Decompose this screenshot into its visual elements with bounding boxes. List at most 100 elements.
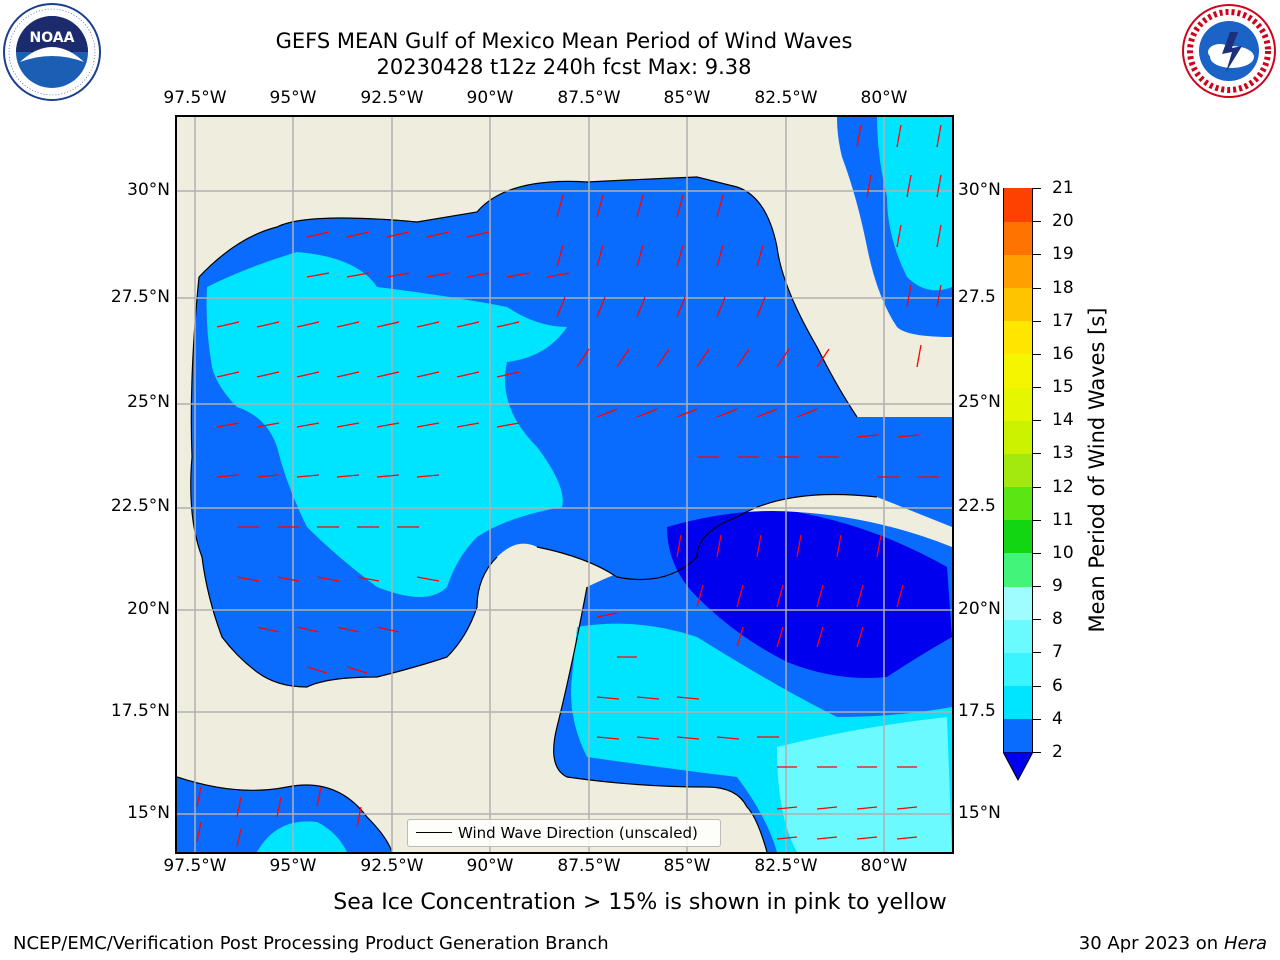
colorbar-segment bbox=[1004, 652, 1032, 687]
wave-6-8-caribbean bbox=[777, 717, 952, 852]
lon-label-top: 97.5°W bbox=[163, 88, 227, 108]
lon-label-top: 82.5°W bbox=[754, 88, 818, 108]
footer-date: 30 Apr 2023 on Hera bbox=[1079, 933, 1267, 954]
footer-system: Hera bbox=[1223, 933, 1267, 954]
coastline-central-america bbox=[553, 586, 768, 852]
colorbar-tick bbox=[1033, 254, 1041, 256]
colorbar-segment bbox=[1004, 387, 1032, 421]
nws-logo bbox=[1180, 2, 1278, 100]
colorbar-tick bbox=[1033, 752, 1041, 753]
coastline-pacific bbox=[177, 776, 393, 852]
colorbar-tick bbox=[1033, 287, 1041, 289]
colorbar-segment bbox=[1004, 320, 1032, 355]
lat-label-right: 17.5 bbox=[958, 701, 996, 721]
lon-label-bottom: 97.5°W bbox=[163, 856, 227, 876]
coastline-gulf bbox=[198, 176, 858, 418]
arrow-field-atlantic bbox=[856, 124, 942, 368]
lon-label-bottom: 87.5°W bbox=[557, 856, 621, 876]
colorbar-tick bbox=[1033, 420, 1041, 422]
lat-label-left: 17.5°N bbox=[110, 701, 170, 721]
colorbar-tick bbox=[1033, 519, 1041, 521]
lat-label-right: 20°N bbox=[958, 599, 1001, 619]
colorbar-tick-label: 4 bbox=[1052, 708, 1063, 729]
map-title: GEFS MEAN Gulf of Mexico Mean Period of … bbox=[275, 29, 853, 53]
colorbar-tick bbox=[1033, 453, 1041, 455]
colorbar-segment bbox=[1004, 685, 1032, 720]
colorbar-tick-label: 11 bbox=[1052, 509, 1074, 530]
lon-label-top: 85°W bbox=[663, 88, 711, 108]
colorbar-tick bbox=[1033, 387, 1041, 389]
colorbar-tick-label: 17 bbox=[1052, 310, 1074, 331]
lon-label-top: 95°W bbox=[269, 88, 317, 108]
colorbar-tick-label: 6 bbox=[1052, 675, 1063, 696]
colorbar-tick-label: 20 bbox=[1052, 211, 1074, 232]
lat-label-right: 22.5 bbox=[958, 496, 996, 516]
colorbar-tick bbox=[1033, 718, 1041, 720]
lat-label-left: 27.5°N bbox=[110, 287, 170, 307]
sea-ice-note: Sea Ice Concentration > 15% is shown in … bbox=[333, 890, 947, 915]
colorbar-segment bbox=[1004, 586, 1032, 620]
lat-label-right: 25°N bbox=[958, 392, 1001, 412]
lon-label-bottom: 92.5°W bbox=[360, 856, 424, 876]
lat-label-left: 30°N bbox=[127, 180, 170, 200]
colorbar-segment bbox=[1004, 420, 1032, 454]
colorbar-tick-label: 19 bbox=[1052, 244, 1074, 265]
wave-4-6-west bbox=[206, 252, 568, 597]
legend-label: Wind Wave Direction (unscaled) bbox=[458, 824, 698, 842]
lat-label-left: 25°N bbox=[127, 392, 170, 412]
legend-line-icon bbox=[416, 832, 452, 833]
colorbar-tick bbox=[1033, 586, 1041, 588]
colorbar-segment bbox=[1004, 221, 1032, 255]
colorbar-title: Mean Period of Wind Waves [s] bbox=[1085, 307, 1109, 633]
pacific-cyan bbox=[257, 821, 347, 852]
lat-label-right: 27.5 bbox=[958, 287, 996, 307]
colorbar bbox=[1003, 188, 1033, 753]
colorbar-tick-label: 8 bbox=[1052, 609, 1063, 630]
lat-label-left: 22.5°N bbox=[110, 496, 170, 516]
lon-label-bottom: 90°W bbox=[466, 856, 514, 876]
colorbar-under-triangle bbox=[1003, 752, 1033, 782]
colorbar-tick-label: 10 bbox=[1052, 542, 1074, 563]
coastline-mexico bbox=[190, 276, 498, 688]
colorbar-segment bbox=[1004, 254, 1032, 289]
colorbar-segment bbox=[1004, 486, 1032, 521]
colorbar-segment bbox=[1004, 619, 1032, 653]
colorbar-tick bbox=[1033, 353, 1041, 355]
colorbar-segment bbox=[1004, 519, 1032, 554]
colorbar-tick-label: 21 bbox=[1052, 178, 1074, 198]
lon-label-bottom: 80°W bbox=[860, 856, 908, 876]
colorbar-tick-label: 18 bbox=[1052, 277, 1074, 298]
arrow-field-pacific bbox=[196, 786, 362, 848]
colorbar-tick bbox=[1033, 320, 1041, 322]
map-legend: Wind Wave Direction (unscaled) bbox=[407, 819, 721, 847]
noaa-logo-text: NOAA bbox=[30, 30, 75, 46]
lat-label-left: 20°N bbox=[127, 599, 170, 619]
colorbar-tick bbox=[1033, 685, 1041, 687]
noaa-logo: NOAA bbox=[2, 2, 102, 102]
colorbar-tick bbox=[1033, 619, 1041, 621]
colorbar-tick-label: 14 bbox=[1052, 410, 1074, 431]
colorbar-tick-label: 9 bbox=[1052, 576, 1063, 597]
colorbar-tick-label: 7 bbox=[1052, 642, 1063, 663]
lon-label-bottom: 85°W bbox=[663, 856, 711, 876]
colorbar-segment bbox=[1004, 552, 1032, 587]
colorbar-segment bbox=[1004, 718, 1032, 753]
map-canvas bbox=[177, 117, 952, 852]
colorbar-tick-label: 12 bbox=[1052, 476, 1074, 497]
lon-label-top: 92.5°W bbox=[360, 88, 424, 108]
coastline-yucatan bbox=[536, 493, 878, 580]
lon-label-bottom: 82.5°W bbox=[754, 856, 818, 876]
map-subtitle: 20230428 t12z 240h fcst Max: 9.38 bbox=[376, 55, 752, 79]
lon-label-top: 90°W bbox=[466, 88, 514, 108]
lat-label-left: 15°N bbox=[127, 803, 170, 823]
colorbar-tick bbox=[1033, 552, 1041, 554]
lat-label-right: 15°N bbox=[958, 803, 1001, 823]
arrow-field-caribbean bbox=[596, 534, 918, 840]
low-period-region bbox=[667, 511, 952, 678]
colorbar-segment bbox=[1004, 287, 1032, 322]
footer-date-text: 30 Apr 2023 on bbox=[1078, 933, 1224, 954]
arrow-field-eastgulf bbox=[556, 194, 939, 478]
footer-organization: NCEP/EMC/Verification Post Processing Pr… bbox=[13, 933, 609, 954]
colorbar-segment bbox=[1004, 453, 1032, 488]
colorbar-tick bbox=[1033, 221, 1041, 223]
